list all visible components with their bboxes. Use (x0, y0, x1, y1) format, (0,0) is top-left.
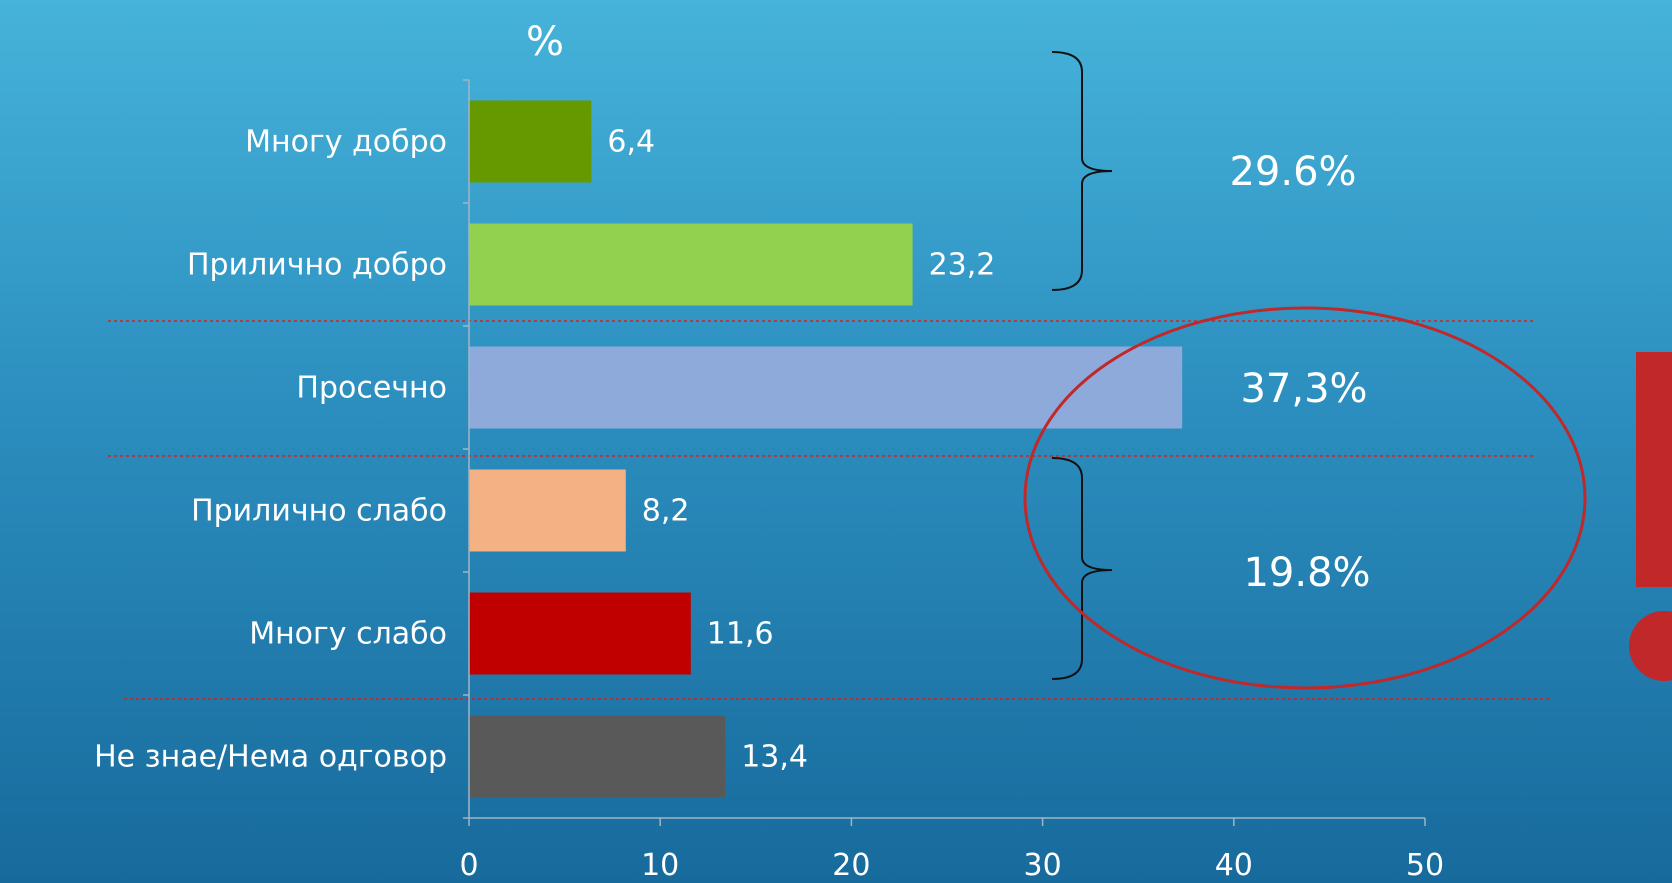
x-tick-label: 30 (1024, 848, 1062, 883)
value-label: 11,6 (707, 617, 774, 652)
value-label: 13,4 (741, 740, 808, 775)
value-label: 23,2 (929, 248, 996, 283)
x-tick-label: 50 (1406, 848, 1444, 883)
exclamation-dot (1629, 611, 1672, 681)
x-tick-label: 20 (832, 848, 870, 883)
x-tick-label: 40 (1215, 848, 1253, 883)
category-label: Многу добро (245, 125, 447, 160)
separator-lines (108, 320, 1549, 700)
brace-positive (1051, 51, 1113, 291)
bar (469, 100, 592, 183)
bar (469, 346, 1183, 429)
negative-total: 19.8% (1243, 550, 1370, 596)
category-label: Многу слабо (249, 617, 447, 652)
value-label: 6,4 (607, 125, 655, 160)
x-tick-label: 0 (459, 848, 478, 883)
bar (469, 715, 726, 798)
bar (469, 469, 626, 552)
brace-negative (1051, 457, 1113, 680)
bars: Многу добро 6,4 Прилично добро 23,2 Просечно… (94, 100, 1183, 798)
category-label: Прилично слабо (191, 494, 447, 529)
category-label: Не знае/Нема одговор (94, 740, 447, 775)
bar (469, 223, 913, 306)
category-label: Просечно (296, 371, 447, 406)
average-total: 37,3% (1240, 366, 1367, 412)
positive-total: 29.6% (1229, 149, 1356, 195)
bar (469, 592, 691, 675)
value-label: 8,2 (642, 494, 690, 529)
axes: 0 10 20 30 40 50 (459, 79, 1444, 883)
x-tick-label: 10 (641, 848, 679, 883)
highlight-ellipse (1023, 306, 1587, 690)
exclamation-bar (1636, 352, 1672, 587)
unit-label: % (526, 19, 564, 65)
category-label: Прилично добро (187, 248, 447, 283)
annotations: 29.6% 37,3% 19.8% (1023, 51, 1672, 690)
